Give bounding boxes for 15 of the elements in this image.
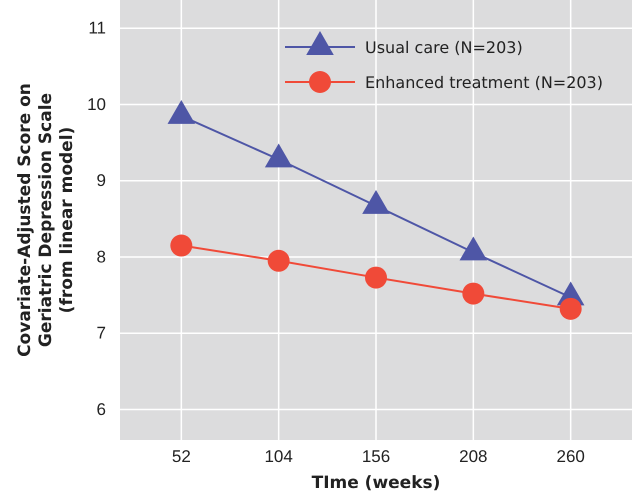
x-tick-label: 104 [264,447,293,466]
y-tick-label: 7 [96,324,106,343]
x-tick-label: 52 [172,447,191,466]
x-tick-label: 208 [459,447,488,466]
x-tick-label: 156 [362,447,390,466]
y-tick-label: 11 [88,18,106,38]
legend-label: Usual care (N=203) [365,38,523,57]
y-axis-title: Covariate-Adjusted Score on Geriatric Depression Scale (from linear model) [15,83,77,357]
y-tick-label: 9 [96,171,106,190]
y-tick-label: 8 [96,247,106,266]
x-axis-title: TIme (weeks) [312,473,440,493]
y-tick-label: 10 [87,94,106,114]
legend-label: Enhanced treatment (N=203) [365,73,603,92]
y-tick-label: 6 [96,400,106,419]
x-tick-label: 260 [556,447,585,466]
